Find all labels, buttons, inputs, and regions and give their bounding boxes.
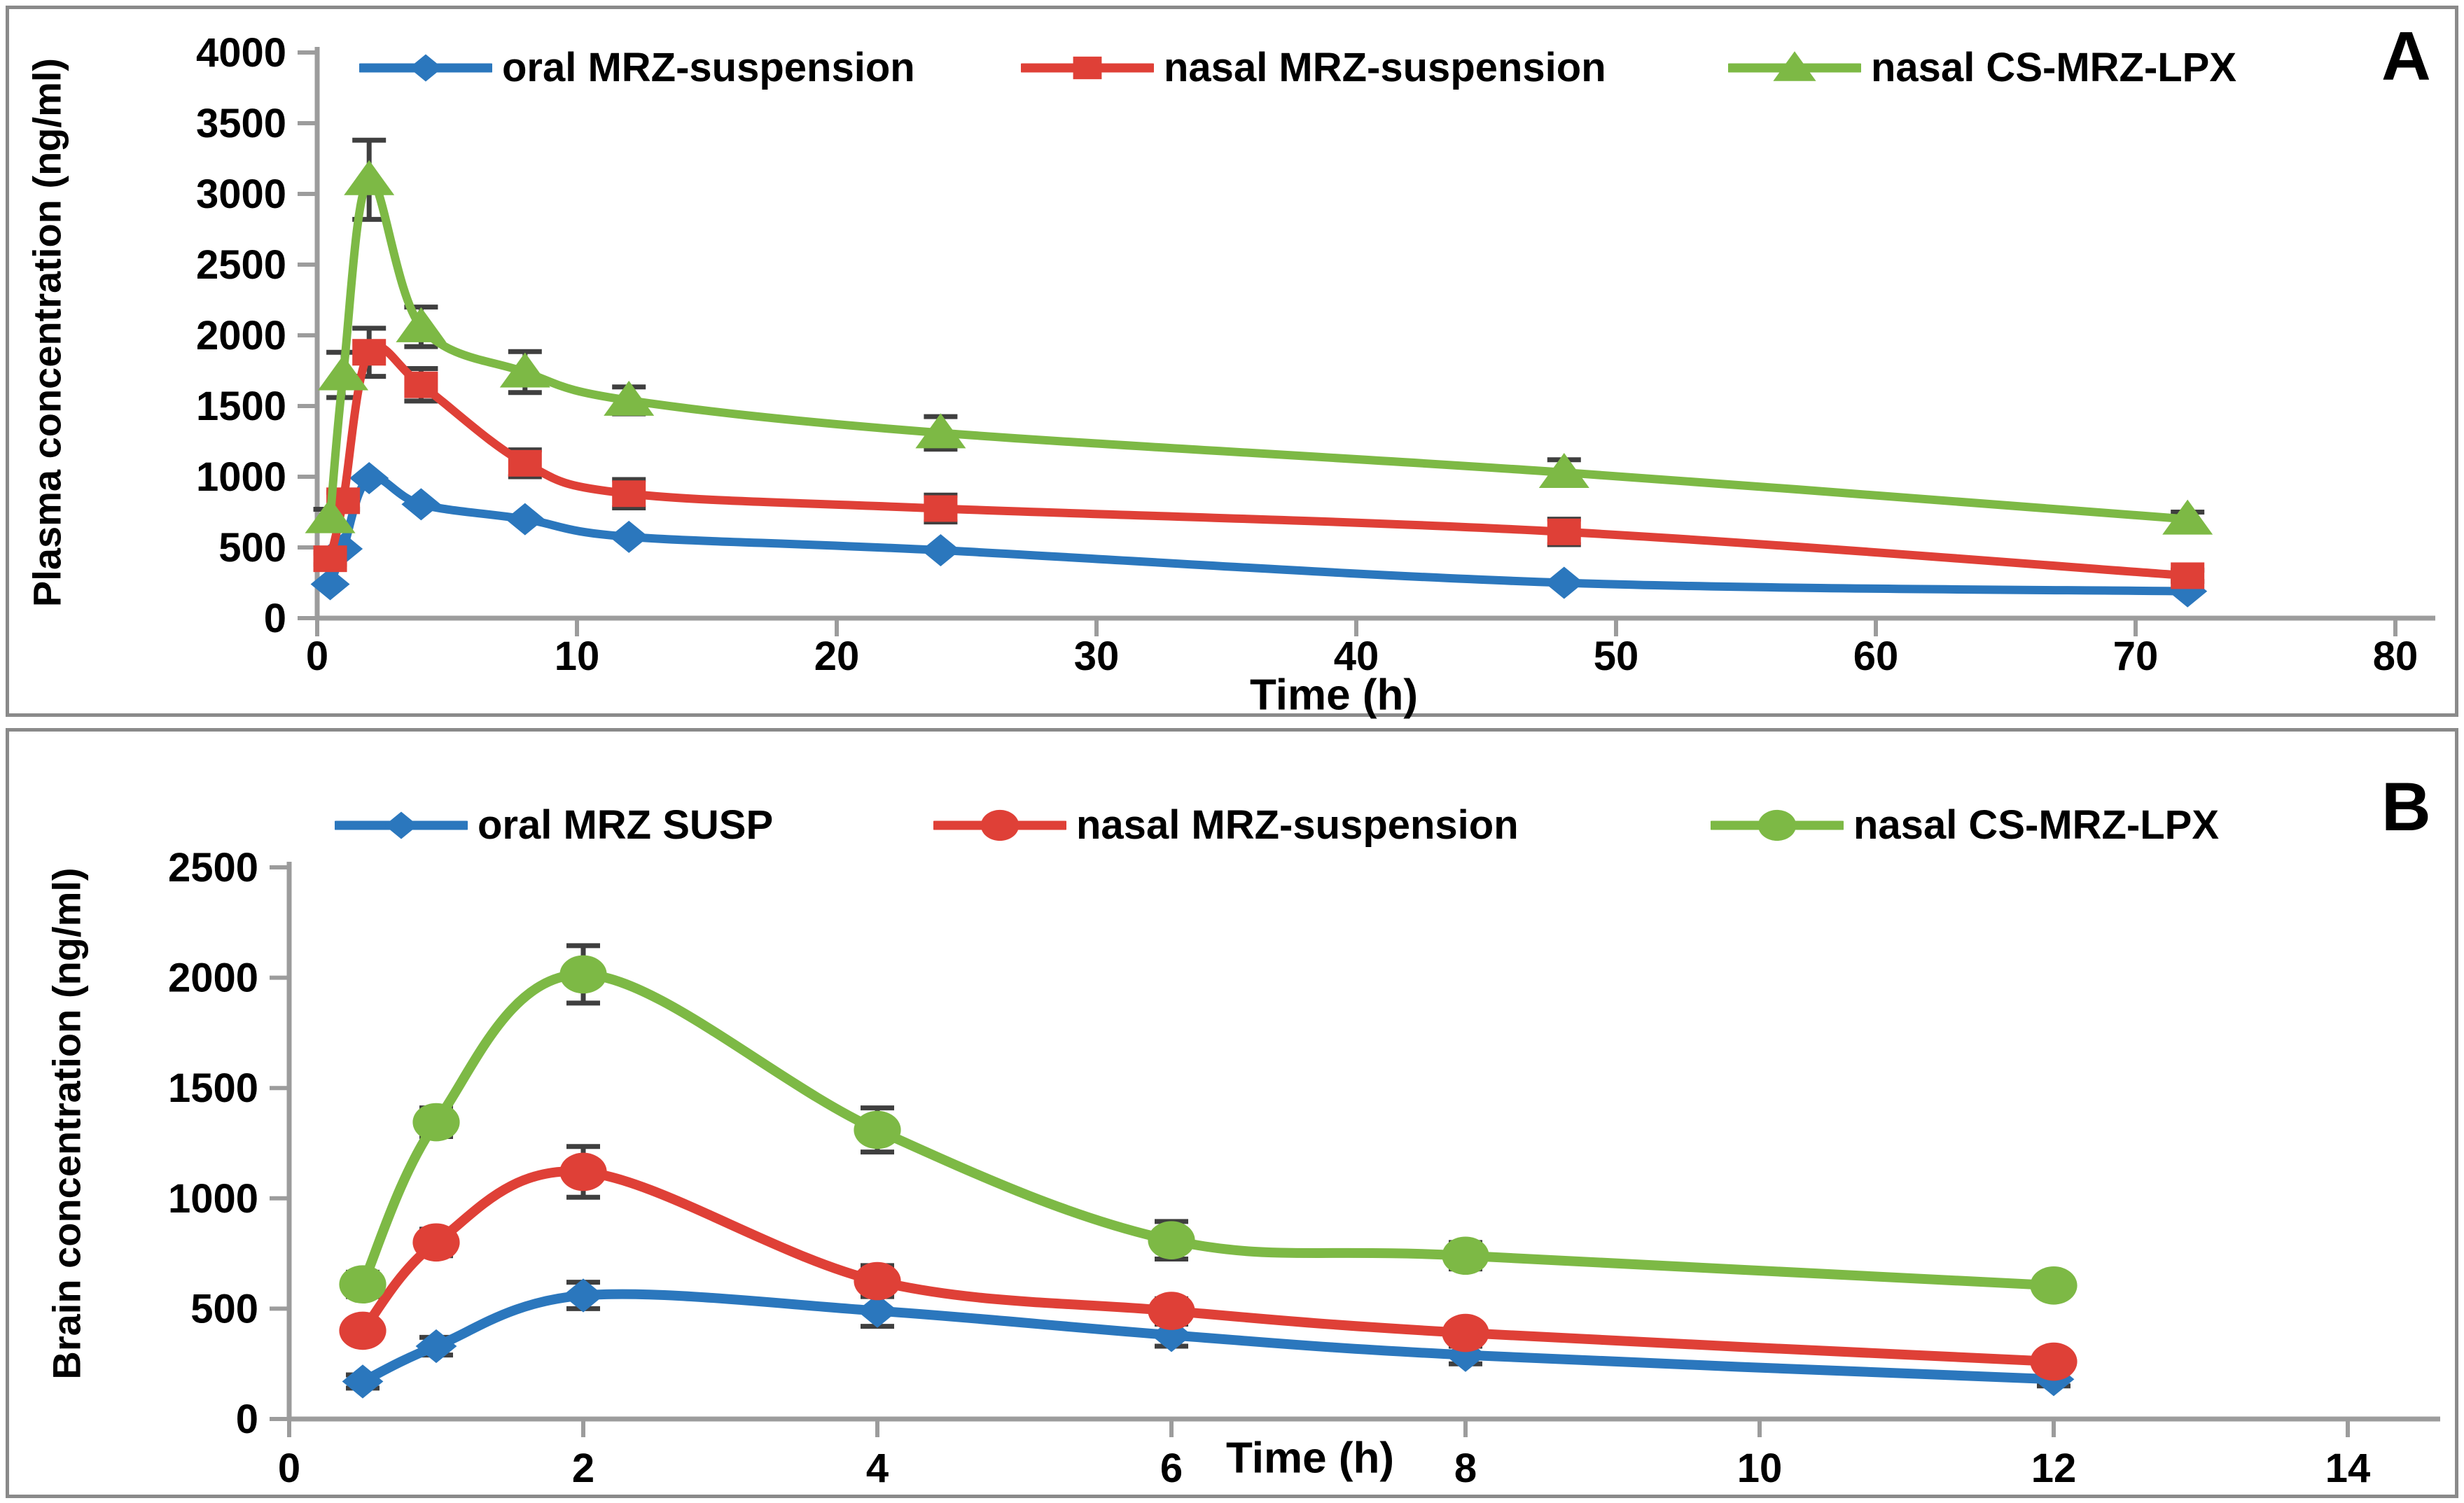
brain-concentration-chart: 0 500 1000 1500 2000 2500 0 2 4 6 8 10 12 14 [168, 845, 2440, 1491]
legend-item-oral: oral MRZ-suspension [359, 44, 915, 91]
y-axis-title: Plasma concentration (ng/ml) [25, 57, 69, 608]
svg-text:10: 10 [1737, 1446, 1783, 1491]
svg-text:1500: 1500 [196, 384, 286, 429]
panel-b-brain: 0 500 1000 1500 2000 2500 0 2 4 6 8 10 12 14 Brain co… [6, 728, 2458, 1498]
svg-text:0: 0 [236, 1397, 258, 1442]
y-axis-title: Brain concentration (ng/ml) [44, 867, 89, 1380]
svg-text:500: 500 [218, 525, 286, 571]
svg-text:3000: 3000 [196, 172, 286, 217]
svg-text:1000: 1000 [168, 1176, 258, 1222]
legend-marker-square-icon [1021, 56, 1154, 79]
series-nasal-CS-MRZ-LPX [305, 160, 2213, 535]
svg-text:4: 4 [866, 1446, 889, 1491]
svg-text:50: 50 [1594, 634, 1639, 679]
legend-item-oral: oral MRZ SUSP [335, 802, 773, 848]
svg-text:1000: 1000 [196, 454, 286, 500]
svg-text:2500: 2500 [196, 242, 286, 288]
svg-text:20: 20 [814, 634, 860, 679]
svg-text:4000: 4000 [196, 30, 286, 76]
series-nasal-MRZ-suspension [313, 339, 2205, 589]
svg-text:80: 80 [2373, 634, 2418, 679]
svg-text:2: 2 [572, 1446, 594, 1491]
x-axis-title: Time (h) [1250, 671, 1418, 720]
legend-marker-triangle-icon [1728, 50, 1861, 81]
legend-marker-diamond-icon [335, 811, 468, 839]
svg-text:14: 14 [2325, 1446, 2371, 1491]
svg-text:1500: 1500 [168, 1065, 258, 1111]
legend-label: nasal MRZ-suspension [1164, 45, 1606, 90]
series-nasal-MRZ-suspension [339, 1152, 2077, 1381]
svg-text:2000: 2000 [168, 956, 258, 1001]
legend-item-nasal-lpx: nasal CS-MRZ-LPX [1711, 802, 2219, 848]
svg-text:0: 0 [306, 634, 328, 679]
axes: 0 500 1000 1500 2000 2500 3000 3500 4000 0 10 20 30 4… [196, 30, 2435, 679]
series-oral-MRZ-SUSP [342, 1278, 2075, 1399]
legend-item-nasal-suspension: nasal MRZ-suspension [1021, 44, 1606, 91]
legend-marker-circle-icon [933, 809, 1066, 841]
axes: 0 500 1000 1500 2000 2500 0 2 4 6 8 10 12 14 [168, 845, 2440, 1491]
panel-letter: A [2381, 18, 2431, 95]
svg-text:0: 0 [264, 596, 286, 641]
series-nasal-CS-MRZ-LPX [339, 955, 2077, 1305]
legend-marker-diamond-icon [359, 53, 492, 82]
legend-item-nasal-suspension: nasal MRZ-suspension [933, 802, 1519, 848]
legend-label: nasal CS-MRZ-LPX [1853, 802, 2220, 848]
svg-text:70: 70 [2113, 634, 2159, 679]
svg-text:500: 500 [190, 1286, 258, 1331]
panel-a-plasma: 0 500 1000 1500 2000 2500 3000 3500 4000 0 10 20 30 4… [6, 6, 2458, 720]
panel-letter: B [2381, 768, 2431, 845]
plasma-concentration-chart: 0 500 1000 1500 2000 2500 3000 3500 4000 0 10 20 30 4… [196, 30, 2435, 679]
svg-text:60: 60 [1853, 634, 1899, 679]
x-axis-title: Time (h) [1226, 1434, 1394, 1483]
svg-text:10: 10 [555, 634, 600, 679]
legend-label: oral MRZ SUSP [478, 802, 774, 848]
svg-text:0: 0 [278, 1446, 300, 1491]
legend-label: nasal MRZ-suspension [1076, 802, 1519, 848]
legend-marker-circle-icon [1711, 809, 1844, 841]
svg-text:8: 8 [1454, 1446, 1477, 1491]
svg-text:3500: 3500 [196, 101, 286, 146]
legend-item-nasal-lpx: nasal CS-MRZ-LPX [1728, 44, 2236, 91]
svg-text:40: 40 [1334, 634, 1379, 679]
svg-text:2500: 2500 [168, 845, 258, 890]
legend-label: nasal CS-MRZ-LPX [1871, 45, 2237, 90]
svg-text:12: 12 [2031, 1446, 2077, 1491]
svg-text:30: 30 [1074, 634, 1120, 679]
legend-label: oral MRZ-suspension [502, 45, 915, 90]
series-oral-MRZ-suspension [310, 462, 2208, 608]
svg-text:6: 6 [1160, 1446, 1183, 1491]
svg-text:2000: 2000 [196, 313, 286, 358]
